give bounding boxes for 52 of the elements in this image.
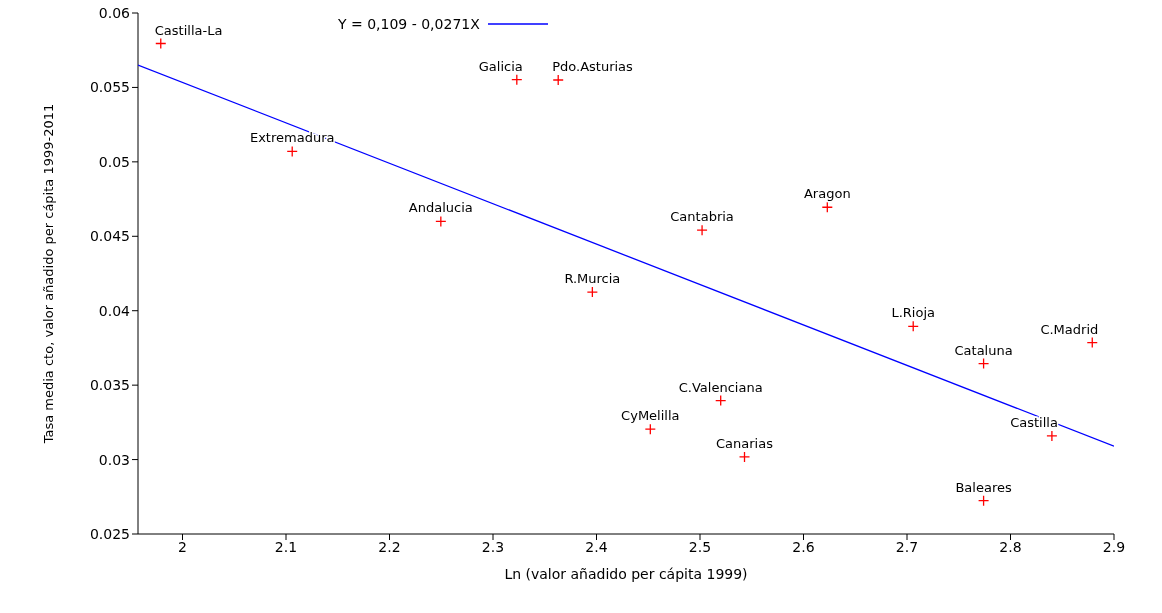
x-tick-label: 2.4 bbox=[585, 538, 608, 555]
point bbox=[644, 423, 656, 435]
x-tick-label: 2 bbox=[178, 538, 187, 555]
point bbox=[586, 286, 599, 298]
x-tick-label: 2.6 bbox=[792, 538, 815, 555]
annotation: Aragon bbox=[803, 186, 851, 202]
annotation: Castilla-La bbox=[154, 22, 223, 38]
legend-label: Y = 0,109 - 0,0271X bbox=[338, 16, 480, 32]
y-axis-title: Tasa media cto, valor añadido per cápita 1999-2011 bbox=[40, 103, 56, 445]
point bbox=[286, 145, 298, 158]
x-tick-label: 2.3 bbox=[481, 538, 505, 555]
point bbox=[977, 357, 990, 370]
y-tick-label: 0.06 bbox=[98, 4, 131, 21]
point bbox=[552, 74, 564, 86]
annotation: C.Valenciana bbox=[678, 379, 763, 395]
y-tick-label: 0.05 bbox=[98, 153, 130, 170]
annotation: Cantabria bbox=[670, 209, 734, 225]
point bbox=[1086, 336, 1098, 349]
x-tick-label: 2.7 bbox=[895, 538, 919, 555]
annotation: L.Rioja bbox=[891, 305, 935, 321]
x-tick-label: 2.1 bbox=[274, 538, 298, 555]
annotation: Canarias bbox=[716, 435, 774, 451]
point bbox=[696, 224, 708, 236]
annotation: C.Madrid bbox=[1040, 321, 1099, 337]
annotation: R.Murcia bbox=[564, 271, 621, 287]
point bbox=[155, 37, 167, 50]
point bbox=[435, 215, 447, 228]
annotation: Baleares bbox=[955, 479, 1012, 495]
point bbox=[977, 495, 990, 507]
annotation: Cataluna bbox=[954, 342, 1013, 358]
point bbox=[907, 320, 919, 332]
annotation: Galicia bbox=[478, 58, 523, 74]
y-tick-label: 0.035 bbox=[89, 377, 130, 394]
point bbox=[1046, 430, 1058, 442]
point bbox=[511, 74, 523, 86]
point bbox=[715, 394, 727, 407]
x-tick-label: 2.5 bbox=[688, 538, 712, 555]
x-tick-label: 2.9 bbox=[1102, 538, 1126, 555]
y-tick-label: 0.025 bbox=[89, 525, 130, 542]
y-tick-label: 0.03 bbox=[98, 451, 130, 468]
annotation: Andalucia bbox=[408, 200, 473, 216]
x-tick-label: 2.2 bbox=[378, 538, 401, 555]
annotation: Castilla bbox=[1010, 414, 1058, 430]
point bbox=[821, 201, 833, 213]
x-axis-title: Ln (valor añadido per cápita 1999) bbox=[504, 566, 748, 582]
point bbox=[738, 451, 751, 463]
annotation: Pdo.Asturias bbox=[552, 58, 634, 74]
y-tick-label: 0.055 bbox=[89, 79, 130, 96]
annotation: CyMelilla bbox=[621, 408, 680, 424]
y-tick-label: 0.04 bbox=[98, 302, 131, 319]
x-tick-label: 2.8 bbox=[999, 538, 1022, 555]
y-tick-label: 0.045 bbox=[89, 228, 130, 245]
